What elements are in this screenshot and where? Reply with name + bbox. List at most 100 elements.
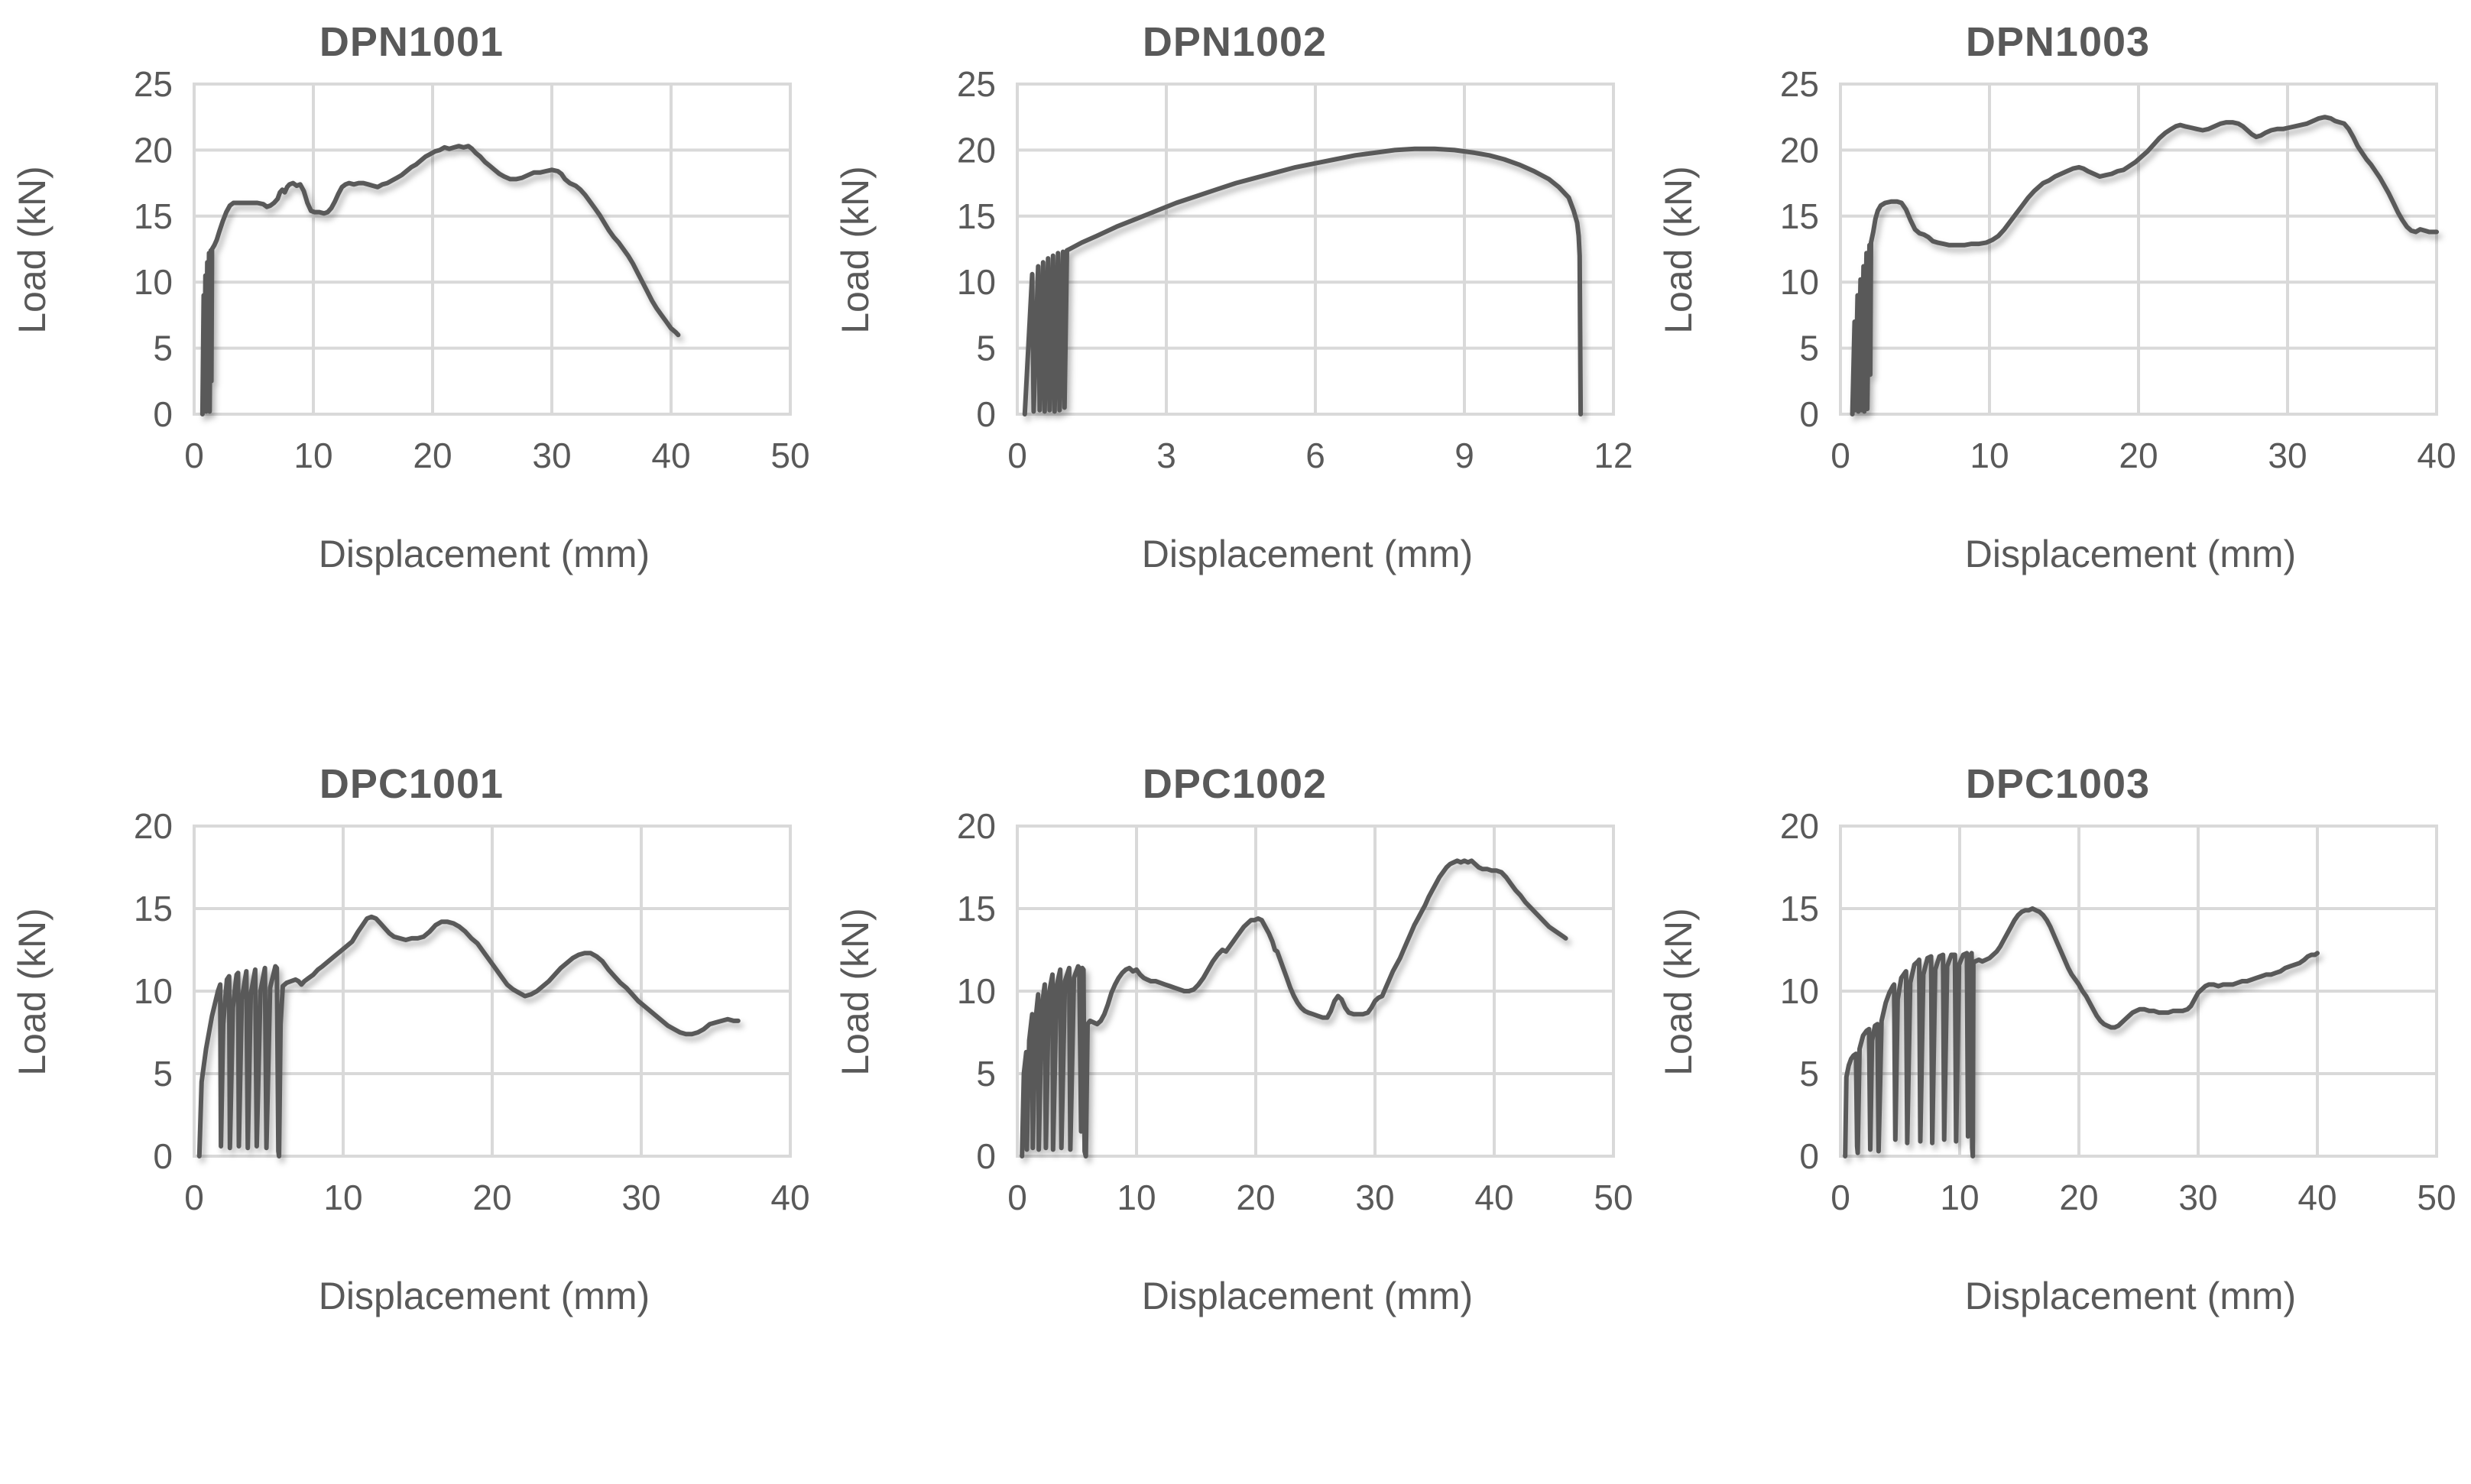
x-tick-label: 3 — [1156, 436, 1176, 475]
y-tick-label: 20 — [1780, 812, 1819, 846]
plot-border — [1839, 825, 2438, 1158]
x-axis-title: Displacement (mm) — [1141, 533, 1474, 575]
x-tick-label: 20 — [413, 436, 452, 475]
y-tick-label: 10 — [1780, 262, 1819, 302]
x-tick-label: 20 — [472, 1178, 511, 1217]
y-tick-label: 5 — [153, 1054, 173, 1094]
x-axis-title: Displacement (mm) — [318, 533, 650, 575]
chart-dpc1002: DPC1002 Load (kN) 0 5 10 15 20 0 10 20 30 40 50 Di… — [823, 742, 1646, 1484]
x-tick-label: 9 — [1454, 436, 1474, 475]
y-tick-label: 0 — [976, 1136, 996, 1176]
x-tick-label: 40 — [2298, 1178, 2336, 1217]
chart-dpc1003: DPC1003 Load (kN) 0 5 10 15 20 0 10 20 30 40 50 Di… — [1646, 742, 2469, 1484]
chart-title: DPN1003 — [1965, 19, 2151, 65]
y-tick-label: 5 — [976, 329, 996, 368]
y-tick-label: 15 — [957, 196, 996, 236]
y-tick-label: 20 — [957, 812, 996, 846]
plot-area: 0 5 10 15 20 0 10 20 30 40 50 — [1780, 812, 2456, 1217]
plot-border — [193, 825, 792, 1158]
y-tick-label: 5 — [153, 329, 173, 368]
y-axis-title: Load (kN) — [11, 908, 54, 1076]
y-tick-label: 15 — [1780, 196, 1819, 236]
y-tick-label: 20 — [134, 130, 173, 170]
y-tick-label: 10 — [134, 262, 173, 302]
chart-dpn1003: DPN1003 Load (kN) 0 5 10 15 20 25 0 10 20 30 40 Di… — [1646, 0, 2469, 742]
y-tick-label: 15 — [957, 889, 996, 928]
x-tick-label: 40 — [770, 1178, 809, 1217]
x-tick-label: 50 — [770, 436, 809, 475]
y-tick-label: 10 — [134, 971, 173, 1011]
y-tick-label: 20 — [957, 130, 996, 170]
x-tick-label: 30 — [532, 436, 571, 475]
x-tick-label: 0 — [1007, 436, 1027, 475]
x-tick-label: 10 — [1970, 436, 2009, 475]
y-tick-label: 25 — [957, 70, 996, 104]
x-tick-label: 0 — [184, 436, 204, 475]
chart-title: DPC1003 — [1965, 761, 2151, 807]
x-tick-label: 30 — [1355, 1178, 1394, 1217]
series-line — [1850, 115, 2439, 416]
y-tick-label: 10 — [957, 262, 996, 302]
series-line — [1022, 146, 1584, 416]
x-tick-label: 40 — [651, 436, 690, 475]
y-axis-title: Load (kN) — [1657, 908, 1700, 1076]
x-axis-title: Displacement (mm) — [318, 1275, 650, 1317]
y-tick-label: 0 — [1799, 1136, 1819, 1176]
y-tick-label: 5 — [1799, 329, 1819, 368]
x-tick-label: 30 — [2178, 1178, 2217, 1217]
x-tick-label: 20 — [1236, 1178, 1275, 1217]
y-tick-label: 0 — [1799, 394, 1819, 434]
x-tick-label: 10 — [323, 1178, 362, 1217]
y-tick-label: 25 — [1780, 70, 1819, 104]
y-axis-title: Load (kN) — [834, 908, 877, 1076]
chart-dpn1001: DPN1001 Load (kN) 0 5 10 15 20 25 0 10 20 30 40 50 … — [0, 0, 823, 742]
plot-area: 0 5 10 15 20 25 0 10 20 30 40 — [1780, 70, 2456, 475]
y-tick-label: 25 — [134, 70, 173, 104]
series-line — [196, 914, 741, 1158]
x-tick-label: 10 — [1940, 1178, 1979, 1217]
y-axis-title: Load (kN) — [11, 166, 54, 334]
plot-border — [1839, 83, 2438, 416]
series-line — [1843, 906, 2320, 1158]
y-tick-label: 15 — [134, 889, 173, 928]
plot-border — [193, 83, 792, 416]
y-axis-title: Load (kN) — [834, 166, 877, 334]
y-tick-label: 10 — [957, 971, 996, 1011]
x-tick-label: 10 — [293, 436, 332, 475]
plot-area: 0 5 10 15 20 0 10 20 30 40 50 — [957, 812, 1633, 1217]
x-axis-title: Displacement (mm) — [1141, 1275, 1474, 1317]
chart-title: DPC1002 — [1142, 761, 1328, 807]
x-tick-label: 30 — [2268, 436, 2307, 475]
chart-dpc1001: DPC1001 Load (kN) 0 5 10 15 20 0 10 20 30 40 Disp… — [0, 742, 823, 1484]
y-tick-label: 0 — [153, 1136, 173, 1176]
x-tick-label: 0 — [184, 1178, 204, 1217]
y-tick-label: 15 — [134, 196, 173, 236]
x-tick-label: 50 — [2417, 1178, 2456, 1217]
x-tick-label: 40 — [1474, 1178, 1513, 1217]
chart-title: DPN1002 — [1142, 19, 1328, 65]
plot-area: 0 5 10 15 20 25 0 3 6 9 12 — [957, 70, 1633, 475]
x-tick-label: 50 — [1594, 1178, 1633, 1217]
series-line — [1020, 858, 1568, 1158]
x-tick-label: 0 — [1831, 436, 1850, 475]
plot-border — [1016, 825, 1615, 1158]
y-tick-label: 20 — [1780, 130, 1819, 170]
x-tick-label: 12 — [1594, 436, 1633, 475]
y-tick-label: 5 — [976, 1054, 996, 1094]
y-tick-label: 10 — [1780, 971, 1819, 1011]
x-tick-label: 10 — [1117, 1178, 1156, 1217]
y-tick-label: 20 — [134, 812, 173, 846]
x-tick-label: 0 — [1007, 1178, 1027, 1217]
y-tick-label: 0 — [976, 394, 996, 434]
x-axis-title: Displacement (mm) — [1964, 1275, 2297, 1317]
x-tick-label: 0 — [1831, 1178, 1850, 1217]
x-tick-label: 6 — [1305, 436, 1325, 475]
x-tick-label: 20 — [2119, 436, 2158, 475]
series-line — [199, 144, 681, 416]
plot-area: 0 5 10 15 20 0 10 20 30 40 — [134, 812, 810, 1217]
chart-title: DPN1001 — [319, 19, 504, 65]
x-tick-label: 20 — [2059, 1178, 2098, 1217]
chart-dpn1002: DPN1002 Load (kN) 0 5 10 15 20 25 0 3 6 9 12 Displ… — [823, 0, 1646, 742]
x-tick-label: 40 — [2417, 436, 2456, 475]
